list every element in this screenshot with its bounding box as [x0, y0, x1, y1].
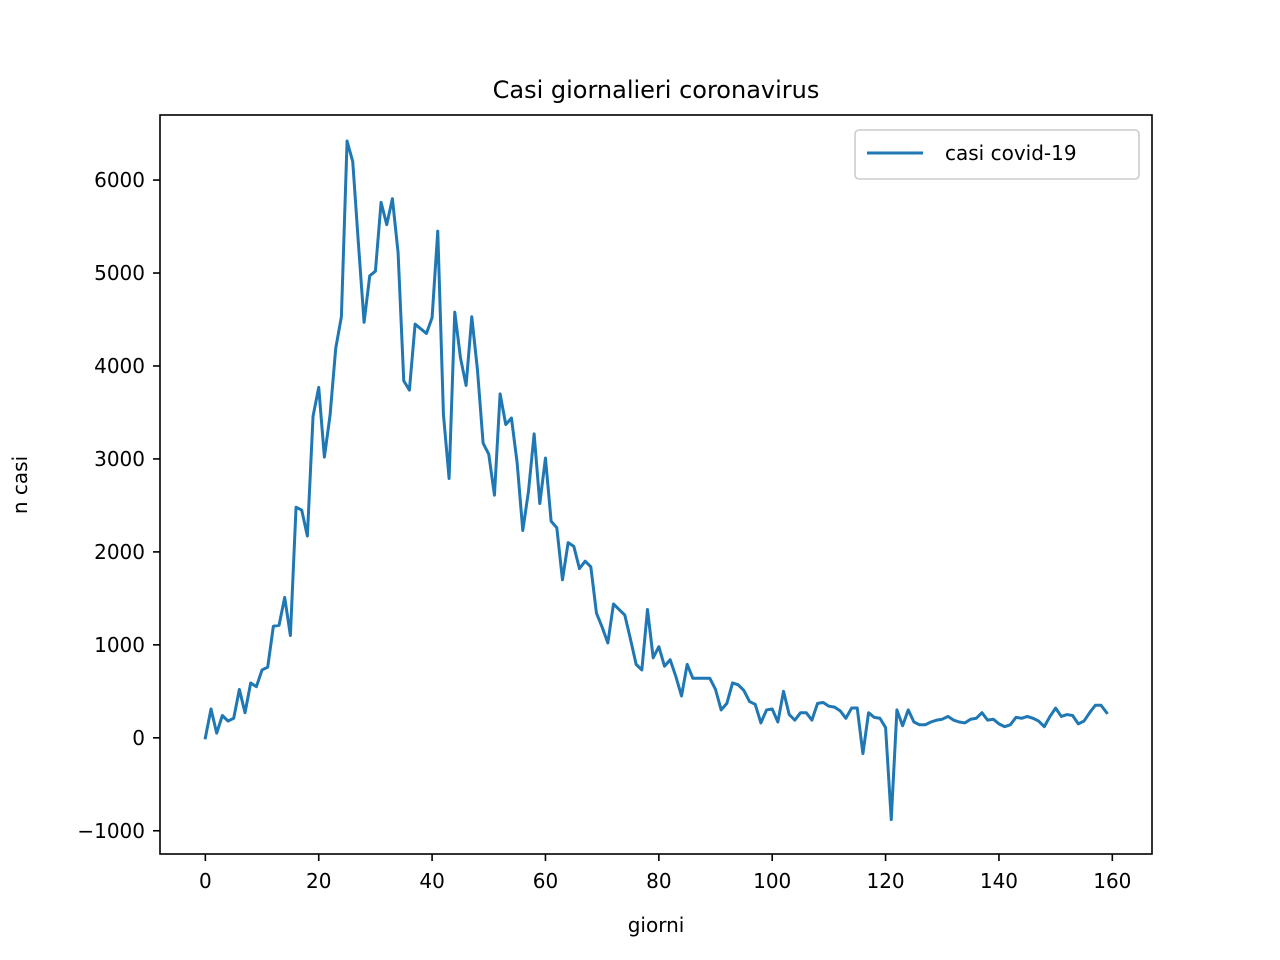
x-axis-label: giorni: [628, 913, 685, 937]
plot-frame: [159, 114, 1153, 855]
x-tick-label: 40: [419, 869, 444, 893]
series-line-casi-covid-19[interactable]: [203, 139, 1109, 822]
chart-title: Casi giornalieri coronavirus: [493, 76, 820, 104]
y-tick-label: 2000: [94, 540, 145, 564]
y-tick-label: 4000: [94, 354, 145, 378]
y-tick-label: 5000: [94, 261, 145, 285]
y-axis: −1000 0 1000 2000 3000 4000 5000 6000: [77, 168, 160, 843]
plot-area: [203, 139, 1109, 822]
y-tick-label: 0: [132, 726, 145, 750]
x-tick-label: 100: [753, 869, 791, 893]
y-tick-label: 3000: [94, 447, 145, 471]
legend[interactable]: casi covid-19: [854, 129, 1140, 180]
y-axis-label: n casi: [8, 456, 32, 514]
legend-entry-label: casi covid-19: [945, 141, 1077, 165]
y-tick-label: 1000: [94, 633, 145, 657]
x-tick-label: 160: [1093, 869, 1131, 893]
x-tick-label: 140: [980, 869, 1018, 893]
y-tick-label: −1000: [77, 819, 145, 843]
legend-box: [854, 129, 1140, 180]
x-axis: 0 20 40 60 80 100 120 140 160: [199, 854, 1131, 893]
x-tick-label: 80: [646, 869, 671, 893]
x-tick-label: 60: [533, 869, 558, 893]
x-tick-label: 0: [199, 869, 212, 893]
x-tick-label: 20: [306, 869, 331, 893]
x-tick-label: 120: [866, 869, 904, 893]
y-tick-label: 6000: [94, 168, 145, 192]
